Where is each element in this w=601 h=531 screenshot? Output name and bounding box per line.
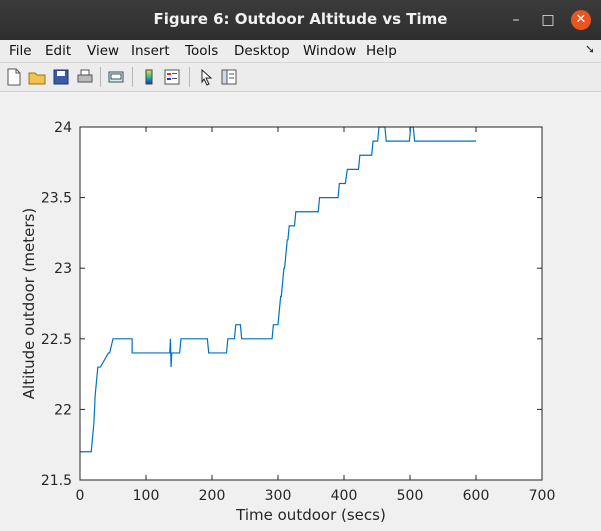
toolbar-separator bbox=[132, 67, 133, 87]
y-tick-label: 22 bbox=[54, 402, 72, 418]
x-tick-label: 200 bbox=[199, 488, 226, 504]
x-tick-label: 100 bbox=[133, 488, 160, 504]
maximize-button[interactable]: □ bbox=[541, 12, 555, 28]
plot-area[interactable] bbox=[80, 127, 542, 480]
y-tick-label: 21.5 bbox=[41, 473, 72, 489]
x-tick-label: 700 bbox=[529, 488, 556, 504]
y-tick-label: 24 bbox=[54, 120, 72, 136]
menu-desktop[interactable]: Desktop bbox=[234, 43, 290, 59]
print-icon[interactable] bbox=[76, 68, 94, 86]
altitude-series-line bbox=[80, 126, 476, 453]
x-tick-label: 500 bbox=[397, 488, 424, 504]
x-tick-label: 0 bbox=[76, 488, 85, 504]
y-tick-label: 23 bbox=[54, 261, 72, 277]
dock-arrow-icon[interactable]: ➘ bbox=[584, 42, 595, 56]
menu-view[interactable]: View bbox=[87, 43, 120, 59]
legend-icon[interactable] bbox=[163, 68, 181, 86]
save-icon[interactable] bbox=[52, 68, 70, 86]
menu-bar: File Edit View Insert Tools Desktop Wind… bbox=[0, 40, 601, 63]
window-titlebar: Figure 6: Outdoor Altitude vs Time – □ ✕ bbox=[0, 0, 601, 40]
window-title: Figure 6: Outdoor Altitude vs Time bbox=[153, 10, 448, 28]
new-figure-icon[interactable] bbox=[5, 68, 23, 86]
toolbar-separator bbox=[189, 67, 190, 87]
x-tick-label: 600 bbox=[463, 488, 490, 504]
menu-edit[interactable]: Edit bbox=[45, 43, 72, 59]
toolbar-separator bbox=[100, 67, 101, 87]
x-axis-label: Time outdoor (secs) bbox=[235, 506, 386, 524]
menu-help[interactable]: Help bbox=[366, 43, 397, 59]
property-editor-icon[interactable] bbox=[220, 68, 238, 86]
colorbar-icon[interactable] bbox=[140, 68, 158, 86]
y-axis-label: Altitude outdoor (meters) bbox=[20, 208, 38, 399]
menu-insert[interactable]: Insert bbox=[131, 43, 170, 59]
figure-canvas: 0 100 200 300 400 500 600 700 21.5 22 22.5 23 23.5 24… bbox=[0, 92, 601, 527]
x-tick-label: 300 bbox=[265, 488, 292, 504]
open-folder-icon[interactable] bbox=[28, 68, 46, 86]
menu-tools[interactable]: Tools bbox=[185, 43, 219, 59]
x-tick-label: 400 bbox=[331, 488, 358, 504]
y-tick-label: 23.5 bbox=[41, 191, 72, 207]
close-button[interactable]: ✕ bbox=[571, 10, 591, 30]
print-preview-icon[interactable] bbox=[107, 68, 125, 86]
axes-box bbox=[79, 126, 543, 481]
minimize-button[interactable]: – bbox=[512, 12, 520, 28]
pointer-icon[interactable] bbox=[197, 68, 215, 86]
figure-toolbar bbox=[0, 63, 601, 92]
altitude-chart[interactable]: 0 100 200 300 400 500 600 700 21.5 22 22.5 23 23.5 24… bbox=[0, 92, 601, 527]
menu-window[interactable]: Window bbox=[303, 43, 357, 59]
y-tick-label: 22.5 bbox=[41, 332, 72, 348]
menu-file[interactable]: File bbox=[9, 43, 32, 59]
